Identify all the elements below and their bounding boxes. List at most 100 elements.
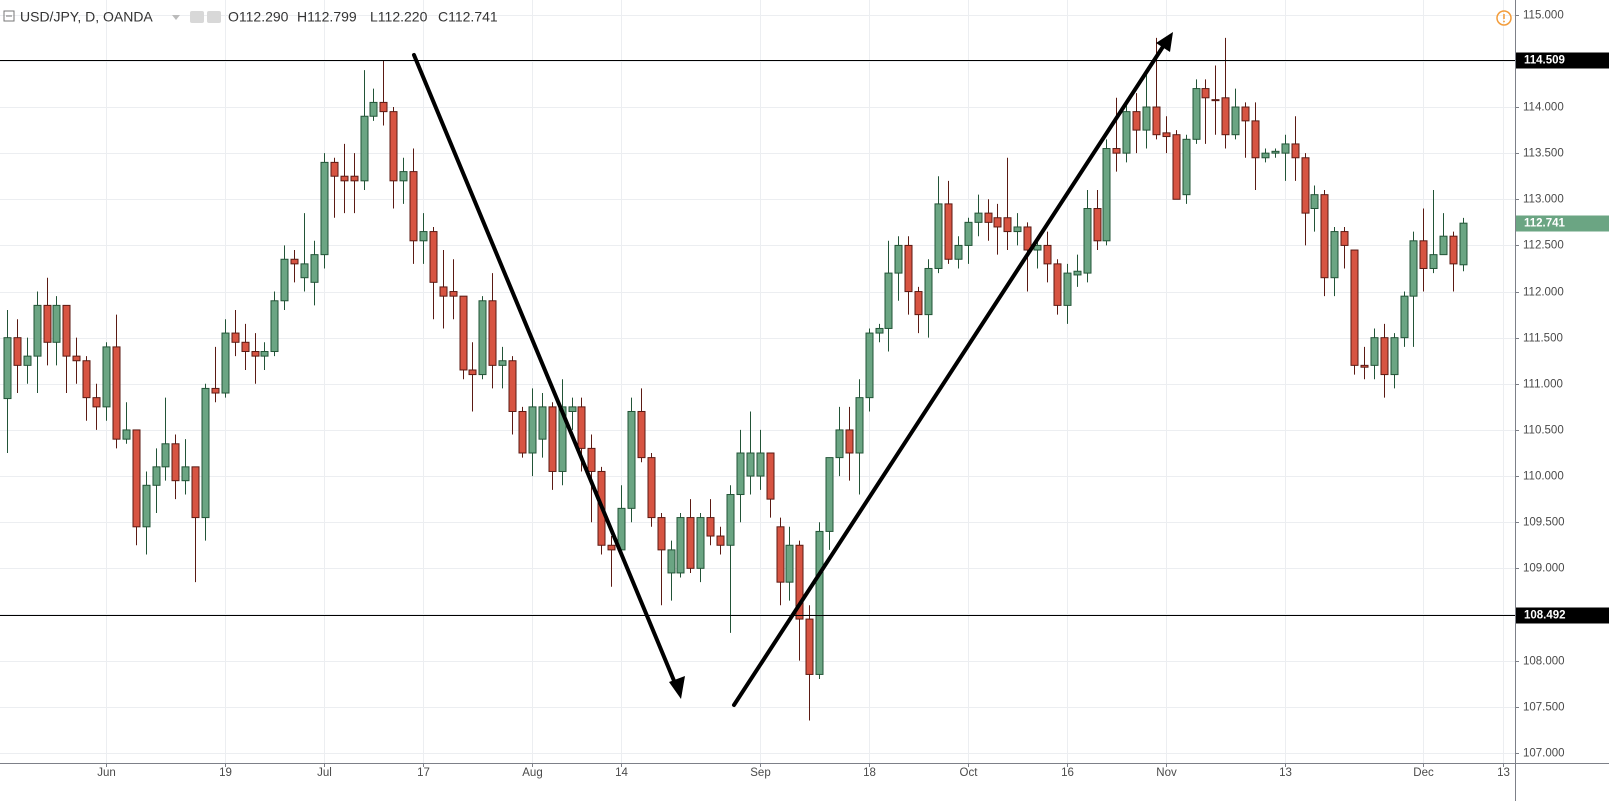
candle-body [875,327,884,334]
candle-body [1093,208,1102,242]
candle-body [736,452,745,496]
y-tick-label: 112.000 [1523,287,1564,299]
candle-body [776,526,785,583]
candle-body [825,457,834,532]
candle-body [1231,106,1240,136]
candle-body [449,291,458,297]
candle-body [746,452,755,477]
candle-body [23,355,32,366]
candle-body [360,115,369,182]
alert-icon[interactable] [1496,10,1512,26]
candle-body [350,175,359,182]
candle-body [72,355,81,362]
candle-body [904,244,913,293]
candle-body [459,295,468,371]
candle-body [716,535,725,546]
x-tick-label: 18 [863,767,876,779]
candle-body [637,410,646,459]
candle-body [944,203,953,260]
candle-body [478,300,487,376]
x-tick-label: 16 [1061,767,1074,779]
price-label: 114.509 [1524,55,1565,67]
x-tick-label: Jun [97,767,116,779]
candle-body [855,397,864,454]
y-tick-label: 111.500 [1523,333,1563,345]
candle-body [379,101,388,113]
collapse-icon[interactable] [3,10,15,22]
candle-body [142,484,151,528]
x-tick-label: Sep [750,767,770,779]
x-tick-label: 17 [417,767,430,779]
y-tick-label: 107.500 [1523,702,1565,714]
candle-body [310,254,319,283]
candle-body [241,341,250,353]
candle-body [686,517,695,569]
candle-body [1182,138,1191,196]
last-price-box [1516,215,1609,232]
candle-body [1053,263,1062,306]
price-label: 108.492 [1524,610,1566,622]
x-tick-label: Jul [317,767,332,779]
candle-body [568,406,577,412]
alert-icon-dot [1503,20,1505,23]
y-tick-label: 113.000 [1523,194,1564,206]
candle-body [1142,106,1151,131]
x-tick-label: 13 [1279,767,1292,779]
candle-body [43,304,52,343]
y-tick-label: 114.000 [1523,102,1564,114]
candle-body [102,346,111,408]
last-price-label: 112.741 [1524,218,1566,230]
settings-icon[interactable] [190,11,204,23]
y-tick-label: 115.000 [1523,10,1564,22]
candle-body [1172,134,1181,200]
y-tick-label: 107.000 [1523,748,1565,760]
candle-body [290,258,299,265]
candle-body [389,111,398,182]
candle-body [974,212,983,223]
candle-body [538,406,547,440]
dropdown-icon[interactable] [172,15,180,20]
candle-body [1013,226,1022,233]
candle-body [1221,97,1230,136]
x-tick-label: Aug [522,767,542,779]
candle-body [1083,208,1092,274]
candle-body [13,337,22,366]
candle-body [627,410,636,509]
hide-icon[interactable] [207,11,221,23]
candle-body [270,300,279,353]
candle-body [1201,88,1210,99]
candle-body [1241,106,1250,122]
candle-body [647,457,656,519]
candle-layer [3,37,1468,721]
candle-body [1350,249,1359,366]
candle-body [468,369,477,376]
candle-body [3,337,12,400]
y-tick-label: 109.000 [1523,563,1565,575]
candle-body [667,549,676,574]
candle-body [231,332,240,343]
candle-body [92,397,101,408]
candle-body [330,161,339,177]
low-text: L112.220 [370,9,428,25]
candle-body [1251,120,1260,159]
candle-body [984,212,993,223]
high-text: H112.799 [297,9,357,25]
candle-body [706,517,715,537]
x-tick-label: Dec [1413,767,1434,779]
candle-body [964,221,973,246]
candle-body [181,466,190,482]
candle-body [1439,235,1448,256]
candle-body [33,304,42,357]
candle-body [726,494,735,546]
candle-body [993,217,1002,228]
candle-body [528,406,537,454]
candle-body [845,429,854,454]
y-tick-label: 111.000 [1523,379,1563,391]
up-arrow-line [732,40,1168,707]
y-tick-label: 110.500 [1523,425,1564,437]
candle-body [1459,222,1468,266]
candle-body [815,530,824,675]
candle-body [409,171,418,242]
y-tick-label: 110.000 [1523,471,1564,483]
